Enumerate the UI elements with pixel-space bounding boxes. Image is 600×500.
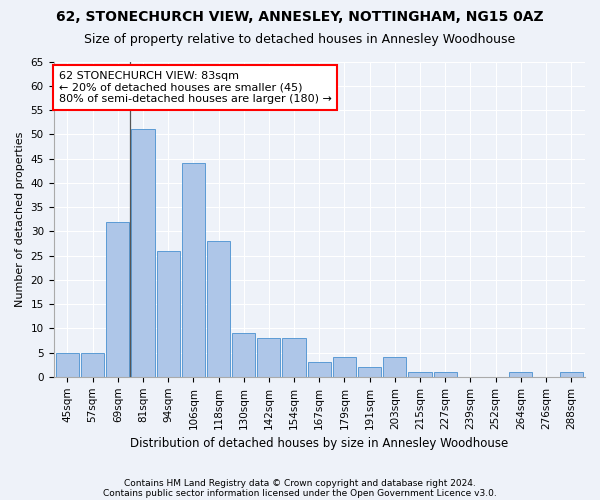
- Bar: [383, 358, 406, 377]
- Bar: [157, 250, 180, 377]
- Text: Size of property relative to detached houses in Annesley Woodhouse: Size of property relative to detached ho…: [85, 32, 515, 46]
- Bar: [358, 367, 381, 377]
- Text: Contains HM Land Registry data © Crown copyright and database right 2024.: Contains HM Land Registry data © Crown c…: [124, 478, 476, 488]
- Bar: [257, 338, 280, 377]
- Text: 62, STONECHURCH VIEW, ANNESLEY, NOTTINGHAM, NG15 0AZ: 62, STONECHURCH VIEW, ANNESLEY, NOTTINGH…: [56, 10, 544, 24]
- Bar: [333, 358, 356, 377]
- Bar: [106, 222, 130, 377]
- X-axis label: Distribution of detached houses by size in Annesley Woodhouse: Distribution of detached houses by size …: [130, 437, 508, 450]
- Text: Contains public sector information licensed under the Open Government Licence v3: Contains public sector information licen…: [103, 488, 497, 498]
- Bar: [560, 372, 583, 377]
- Y-axis label: Number of detached properties: Number of detached properties: [15, 132, 25, 307]
- Bar: [131, 130, 155, 377]
- Bar: [182, 164, 205, 377]
- Bar: [56, 352, 79, 377]
- Bar: [509, 372, 532, 377]
- Text: 62 STONECHURCH VIEW: 83sqm
← 20% of detached houses are smaller (45)
80% of semi: 62 STONECHURCH VIEW: 83sqm ← 20% of deta…: [59, 71, 332, 104]
- Bar: [434, 372, 457, 377]
- Bar: [283, 338, 305, 377]
- Bar: [409, 372, 431, 377]
- Bar: [81, 352, 104, 377]
- Bar: [232, 333, 255, 377]
- Bar: [207, 241, 230, 377]
- Bar: [308, 362, 331, 377]
